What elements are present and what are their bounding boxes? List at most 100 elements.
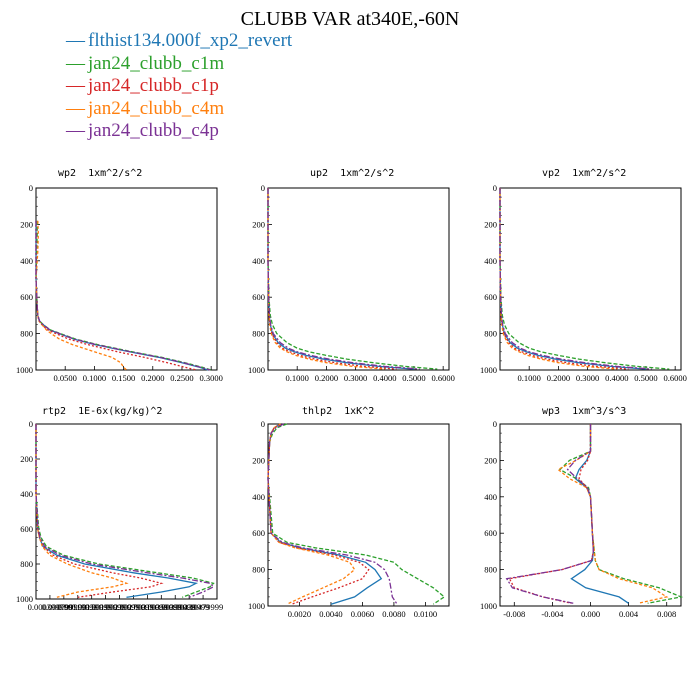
chart-title: wp2 1xm^2/s^2 xyxy=(58,168,143,179)
y-tick-label: 600 xyxy=(484,528,497,538)
chart-svg: 0 200 400 600 800 1000 0.1000 0.2000 0.3000 0.400… xyxy=(480,183,687,383)
legend-item: — jan24_clubb_c1p xyxy=(66,75,292,98)
y-tick-label: 0 xyxy=(493,183,497,193)
x-tick-label: 0.0500 xyxy=(54,373,77,383)
chart-panel-rtp2: rtp2 1E-6x(kg/kg)^2 0 200 400 600 800 1000 0.0… xyxy=(0,400,230,625)
x-tick-label: 0.1500 xyxy=(112,373,135,383)
y-tick-label: 400 xyxy=(20,489,33,499)
legend-item: — jan24_clubb_c4m xyxy=(66,98,292,121)
x-tick-label: 0.5000 xyxy=(634,373,657,383)
legend-swatch: — xyxy=(66,75,85,96)
y-tick-label: 400 xyxy=(252,492,265,502)
series-line-5 xyxy=(267,188,420,370)
legend-item: — jan24_clubb_c4p xyxy=(66,120,292,143)
y-tick-label: 600 xyxy=(20,292,33,302)
chart-panel-vp2: vp2 1xm^2/s^2 0 200 400 600 800 1000 0.1000 0.2… xyxy=(464,162,694,387)
y-tick-label: 400 xyxy=(484,492,497,502)
series-line-1 xyxy=(499,188,647,370)
x-tick-label: 0.0080 xyxy=(382,609,405,619)
series-line-3 xyxy=(267,423,370,605)
x-tick-label: 0.6000 xyxy=(431,373,454,383)
x-tick-label: 0.4000 xyxy=(605,373,628,383)
legend-swatch: — xyxy=(66,52,85,74)
x-tick-label: 0.00159999 xyxy=(72,602,112,612)
series-line-3 xyxy=(35,220,197,371)
x-tick-label: 0.008 xyxy=(657,609,676,619)
y-tick-label: 800 xyxy=(484,565,497,575)
chart-svg: 0 200 400 600 800 1000 0.0020 0.0040 0.0060 0.008… xyxy=(248,419,450,619)
series-line-2 xyxy=(267,188,438,370)
series-line-5 xyxy=(267,423,398,605)
legend-label: jan24_clubb_c4m xyxy=(88,97,225,119)
x-tick-label: 0.00399999 xyxy=(155,602,195,612)
y-tick-label: 1000 xyxy=(480,365,497,375)
plot-frame xyxy=(35,187,218,371)
legend: — flthist134.000f_xp2_revert — jan24_clubb… xyxy=(66,30,292,143)
chart-panel-thlp2: thlp2 1xK^2 0 200 400 600 800 1000 0.0020 0.004… xyxy=(232,400,462,625)
y-tick-label: 200 xyxy=(252,455,265,465)
x-tick-label: 0.0100 xyxy=(414,609,437,619)
x-tick-label: 0.00439999 xyxy=(169,602,209,612)
y-tick-label: 600 xyxy=(20,524,33,534)
series-line-3 xyxy=(499,188,629,370)
chart-title: vp2 1xm^2/s^2 xyxy=(542,168,627,179)
x-tick-label: 0.000399999 xyxy=(28,602,73,612)
y-tick-label: 400 xyxy=(20,256,33,266)
y-tick-label: 0 xyxy=(29,183,33,193)
y-tick-label: 1000 xyxy=(16,365,33,375)
y-tick-label: 200 xyxy=(484,455,497,465)
series-line-4 xyxy=(267,188,385,370)
y-tick-label: 200 xyxy=(484,219,497,229)
legend-item: — flthist134.000f_xp2_revert xyxy=(66,30,292,53)
y-tick-label: 1000 xyxy=(16,594,33,604)
series-line-4 xyxy=(267,423,356,605)
y-tick-label: 600 xyxy=(252,292,265,302)
x-tick-label: -0.004 xyxy=(541,609,564,619)
y-tick-label: 800 xyxy=(252,329,265,339)
series-line-2 xyxy=(558,424,684,604)
series-line-1 xyxy=(570,424,629,604)
x-tick-label: 0.1000 xyxy=(286,373,309,383)
x-tick-label: 0.5000 xyxy=(402,373,425,383)
chart-svg: 020040060080010000.0003999990.0007999990… xyxy=(16,419,223,612)
y-tick-label: 800 xyxy=(252,565,265,575)
series-line-1 xyxy=(267,423,383,605)
x-tick-label: 0.2000 xyxy=(315,373,338,383)
chart-panel-up2: up2 1xm^2/s^2 0 200 400 600 800 1000 0.1000 0.2… xyxy=(232,162,462,387)
x-tick-label: 0.4000 xyxy=(373,373,396,383)
chart-title: thlp2 1xK^2 xyxy=(302,406,375,417)
legend-label: jan24_clubb_c1m xyxy=(88,52,225,74)
x-tick-label: 0.2000 xyxy=(547,373,570,383)
series-line-1 xyxy=(35,220,209,371)
x-tick-label: 0.004 xyxy=(619,609,639,619)
x-tick-label: 0.00279999 xyxy=(113,602,153,612)
chart-svg: 0 200 400 600 800 1000 -0.008 -0.004 0.000 0.004 0… xyxy=(480,419,684,619)
x-tick-label: 0.000 xyxy=(581,609,600,619)
series-line-2 xyxy=(35,220,212,371)
series-line-1 xyxy=(267,188,415,370)
series-line-2 xyxy=(267,423,446,605)
series-line-4 xyxy=(499,188,617,370)
chart-title: rtp2 1E-6x(kg/kg)^2 xyxy=(42,406,163,417)
x-tick-label: 0.00199999 xyxy=(85,602,125,612)
series-line-4 xyxy=(35,220,127,371)
series-line-3 xyxy=(508,424,595,604)
y-tick-label: 0 xyxy=(493,419,497,429)
x-tick-label: -0.008 xyxy=(503,609,525,619)
plot-frame xyxy=(267,423,450,607)
x-tick-label: 0.00479999 xyxy=(183,602,223,612)
x-tick-label: 0.1000 xyxy=(83,373,106,383)
series-line-1 xyxy=(35,424,199,598)
y-tick-label: 600 xyxy=(484,292,497,302)
x-tick-label: 0.2500 xyxy=(170,373,193,383)
plot-frame xyxy=(499,187,682,371)
x-tick-label: 0.0040 xyxy=(319,609,342,619)
x-tick-label: 0.00119999 xyxy=(58,602,98,612)
chart-svg: 0 200 400 600 800 1000 0.0500 0.1000 0.1500 0.200… xyxy=(16,183,223,383)
y-tick-label: 400 xyxy=(484,256,497,266)
series-line-5 xyxy=(499,188,652,370)
chart-panel-wp2: wp2 1xm^2/s^2 0 200 400 600 800 1000 0.0500 0.1… xyxy=(0,162,230,387)
y-tick-label: 200 xyxy=(252,219,265,229)
x-tick-label: 0.3000 xyxy=(199,373,222,383)
legend-label: jan24_clubb_c1p xyxy=(88,75,219,96)
